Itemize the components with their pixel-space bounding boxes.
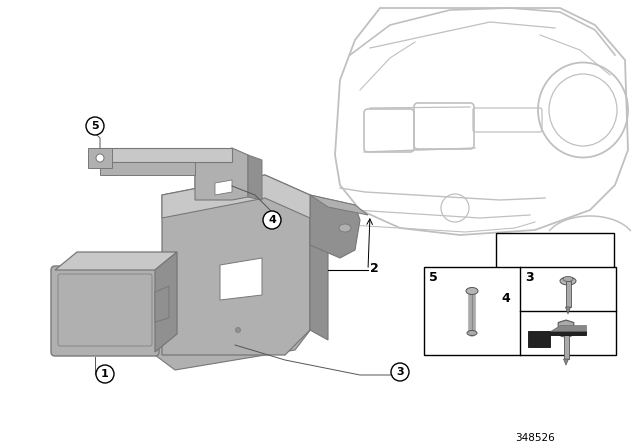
Circle shape: [236, 327, 241, 332]
Circle shape: [96, 365, 114, 383]
Polygon shape: [310, 195, 328, 340]
Polygon shape: [88, 148, 112, 168]
Circle shape: [96, 154, 104, 162]
Bar: [563, 334, 568, 359]
Ellipse shape: [559, 331, 573, 337]
Circle shape: [391, 363, 409, 381]
Text: 1: 1: [101, 369, 109, 379]
Polygon shape: [155, 286, 169, 322]
Text: 4: 4: [268, 215, 276, 225]
Ellipse shape: [466, 288, 478, 294]
Text: 348526: 348526: [515, 433, 555, 443]
Text: 5: 5: [91, 121, 99, 131]
Bar: [496, 233, 614, 295]
Ellipse shape: [560, 277, 576, 285]
Polygon shape: [550, 325, 586, 331]
Polygon shape: [195, 148, 248, 200]
Polygon shape: [215, 180, 232, 195]
Polygon shape: [55, 252, 177, 270]
Polygon shape: [155, 280, 318, 370]
Text: 4: 4: [501, 292, 509, 305]
Circle shape: [263, 211, 281, 229]
Bar: [566, 281, 570, 307]
Text: 2: 2: [370, 262, 379, 275]
Ellipse shape: [467, 331, 477, 336]
Polygon shape: [528, 331, 586, 347]
Text: 5: 5: [429, 271, 438, 284]
Polygon shape: [310, 195, 360, 258]
Polygon shape: [310, 195, 368, 215]
Polygon shape: [566, 307, 570, 314]
Ellipse shape: [339, 224, 351, 232]
Polygon shape: [162, 175, 310, 355]
Bar: [424, 267, 616, 355]
FancyBboxPatch shape: [51, 266, 159, 356]
Polygon shape: [563, 359, 568, 365]
Polygon shape: [155, 252, 177, 352]
Polygon shape: [248, 155, 262, 200]
Polygon shape: [558, 320, 574, 330]
Polygon shape: [220, 258, 262, 300]
Text: 3: 3: [525, 271, 534, 284]
Polygon shape: [100, 148, 232, 162]
Circle shape: [86, 117, 104, 135]
Ellipse shape: [563, 276, 573, 281]
Text: 3: 3: [396, 367, 404, 377]
Polygon shape: [195, 162, 248, 200]
Polygon shape: [162, 175, 310, 218]
Polygon shape: [100, 162, 195, 175]
